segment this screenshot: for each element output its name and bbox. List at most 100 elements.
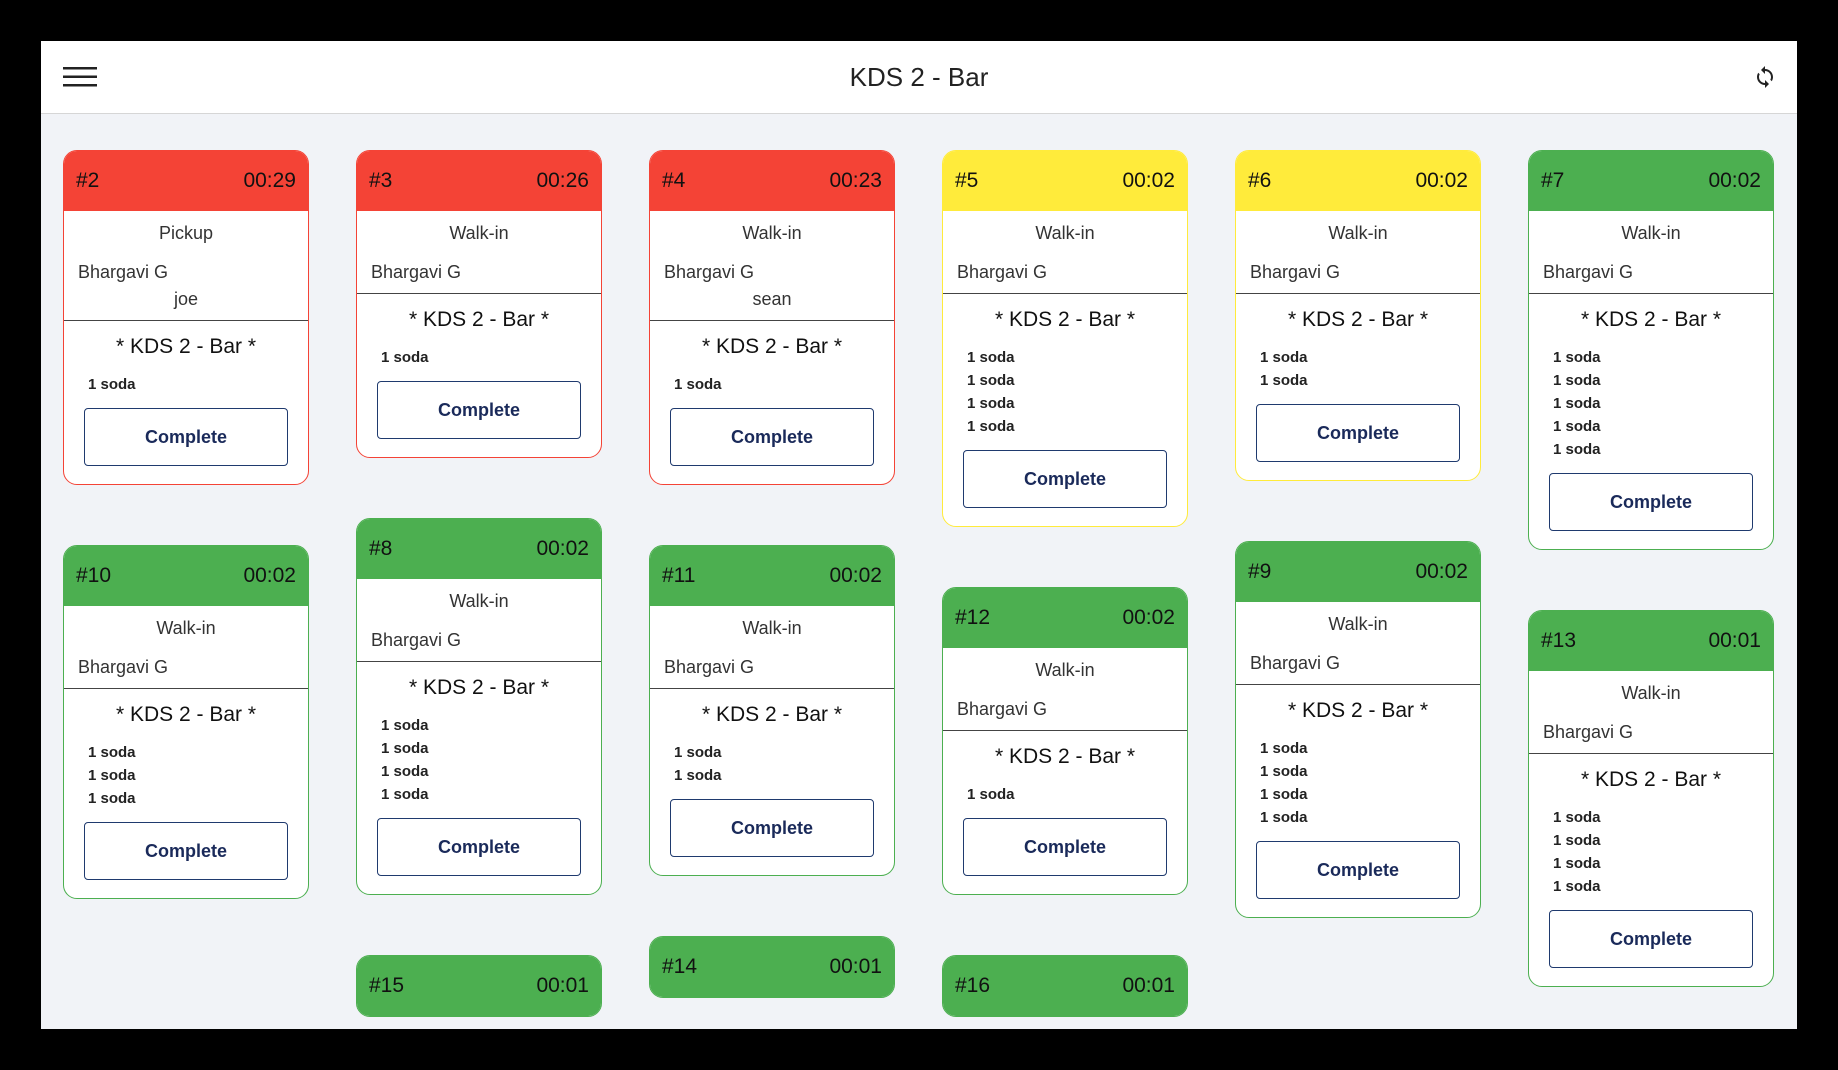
order-number: #10: [76, 564, 112, 587]
order-timer: 00:02: [1415, 169, 1468, 192]
order-item: 1 soda: [1553, 418, 1601, 435]
order-number: #15: [369, 974, 405, 997]
station-name: * KDS 2 - Bar *: [1580, 308, 1722, 331]
complete-button[interactable]: Complete: [377, 381, 581, 439]
order-info: Walk-in Bhargavi G: [357, 579, 601, 662]
order-item: 1 soda: [967, 395, 1015, 412]
order-info: Walk-in Bhargavi G: [1236, 602, 1480, 685]
order-type: Walk-in: [449, 591, 509, 611]
order-items: * KDS 2 - Bar * 1 soda Complete: [357, 294, 601, 457]
complete-button[interactable]: Complete: [1256, 841, 1460, 899]
order-number: #14: [662, 955, 698, 978]
station-name: * KDS 2 - Bar *: [1287, 308, 1429, 331]
order-number: #9: [1248, 560, 1272, 583]
card-header: #11 00:02: [650, 546, 894, 606]
order-item: 1 soda: [967, 786, 1015, 803]
order-card: #13 00:01 Walk-in Bhargavi G * KDS 2 - Bar *…: [1528, 610, 1774, 987]
order-info: Walk-in Bhargavi G: [1529, 211, 1773, 294]
complete-button[interactable]: Complete: [963, 450, 1167, 508]
order-type: Walk-in: [1035, 223, 1095, 243]
order-column: #5 00:02 Walk-in Bhargavi G * KDS 2 - Bar * 1…: [942, 150, 1188, 1017]
order-item: 1 soda: [381, 786, 429, 803]
order-item: 1 soda: [88, 767, 136, 784]
order-info: Walk-in Bhargavi G: [650, 606, 894, 689]
card-header: #15 00:01: [357, 956, 601, 1016]
order-item: 1 soda: [967, 349, 1015, 366]
page-title: KDS 2 - Bar: [849, 62, 989, 92]
refresh-button[interactable]: [1753, 65, 1777, 89]
order-items: * KDS 2 - Bar * 1 soda Complete: [943, 731, 1187, 894]
order-card: #11 00:02 Walk-in Bhargavi G * KDS 2 - Bar *…: [649, 545, 895, 876]
order-number: #4: [662, 169, 686, 192]
station-name: * KDS 2 - Bar *: [408, 308, 550, 331]
order-card: #10 00:02 Walk-in Bhargavi G * KDS 2 - Bar *…: [63, 545, 309, 899]
complete-button[interactable]: Complete: [1256, 404, 1460, 462]
order-item: 1 soda: [1553, 878, 1601, 895]
order-card: #4 00:23 Walk-in Bhargavi G sean * KDS 2 - Ba…: [649, 150, 895, 485]
station-name: * KDS 2 - Bar *: [701, 335, 843, 358]
order-number: #2: [76, 169, 100, 192]
order-number: #11: [662, 564, 696, 587]
order-item: 1 soda: [674, 376, 722, 393]
complete-button[interactable]: Complete: [670, 799, 874, 857]
order-item: 1 soda: [1553, 832, 1601, 849]
order-number: #3: [369, 169, 393, 192]
complete-button[interactable]: Complete: [84, 408, 288, 466]
order-timer: 00:02: [1708, 169, 1761, 192]
order-timer: 00:23: [829, 169, 882, 192]
order-item: 1 soda: [88, 744, 136, 761]
customer-name: joe: [173, 289, 199, 309]
complete-button[interactable]: Complete: [963, 818, 1167, 876]
order-timer: 00:01: [829, 955, 882, 978]
complete-button[interactable]: Complete: [1549, 910, 1753, 968]
order-item: 1 soda: [381, 763, 429, 780]
order-item: 1 soda: [1553, 809, 1601, 826]
station-name: * KDS 2 - Bar *: [115, 703, 257, 726]
complete-button[interactable]: Complete: [1549, 473, 1753, 531]
order-type: Walk-in: [742, 618, 802, 638]
order-number: #16: [955, 974, 991, 997]
order-info: Walk-in Bhargavi G: [357, 211, 601, 294]
card-header: #5 00:02: [943, 151, 1187, 211]
server-name: Bhargavi G: [371, 630, 462, 650]
order-item: 1 soda: [1260, 349, 1308, 366]
order-items: * KDS 2 - Bar * 1 soda 1 soda 1 soda 1 soda 1…: [1529, 294, 1773, 549]
order-card: #15 00:01: [356, 955, 602, 1017]
card-header: #12 00:02: [943, 588, 1187, 648]
order-card: #8 00:02 Walk-in Bhargavi G * KDS 2 - Bar * 1…: [356, 518, 602, 895]
station-name: * KDS 2 - Bar *: [1580, 768, 1722, 791]
menu-button[interactable]: [63, 67, 97, 87]
order-info: Walk-in Bhargavi G: [1236, 211, 1480, 294]
order-type: Walk-in: [1621, 683, 1681, 703]
card-header: #14 00:01: [650, 937, 894, 997]
order-item: 1 soda: [381, 740, 429, 757]
order-item: 1 soda: [88, 376, 136, 393]
complete-button[interactable]: Complete: [670, 408, 874, 466]
order-info: Walk-in Bhargavi G: [64, 606, 308, 689]
customer-name: sean: [752, 289, 792, 309]
complete-button[interactable]: Complete: [84, 822, 288, 880]
order-timer: 00:01: [536, 974, 589, 997]
complete-button[interactable]: Complete: [377, 818, 581, 876]
order-timer: 00:02: [243, 564, 296, 587]
card-header: #4 00:23: [650, 151, 894, 211]
server-name: Bhargavi G: [664, 262, 755, 282]
order-type: Walk-in: [1328, 223, 1388, 243]
order-timer: 00:02: [1122, 169, 1175, 192]
order-item: 1 soda: [1553, 372, 1601, 389]
order-type: Walk-in: [156, 618, 216, 638]
order-type: Pickup: [158, 223, 214, 243]
server-name: Bhargavi G: [957, 699, 1048, 719]
order-item: 1 soda: [1553, 349, 1601, 366]
order-item: 1 soda: [674, 767, 722, 784]
order-type: Walk-in: [449, 223, 509, 243]
card-header: #10 00:02: [64, 546, 308, 606]
order-items: * KDS 2 - Bar * 1 soda Complete: [650, 321, 894, 484]
card-header: #9 00:02: [1236, 542, 1480, 602]
order-item: 1 soda: [1553, 441, 1601, 458]
